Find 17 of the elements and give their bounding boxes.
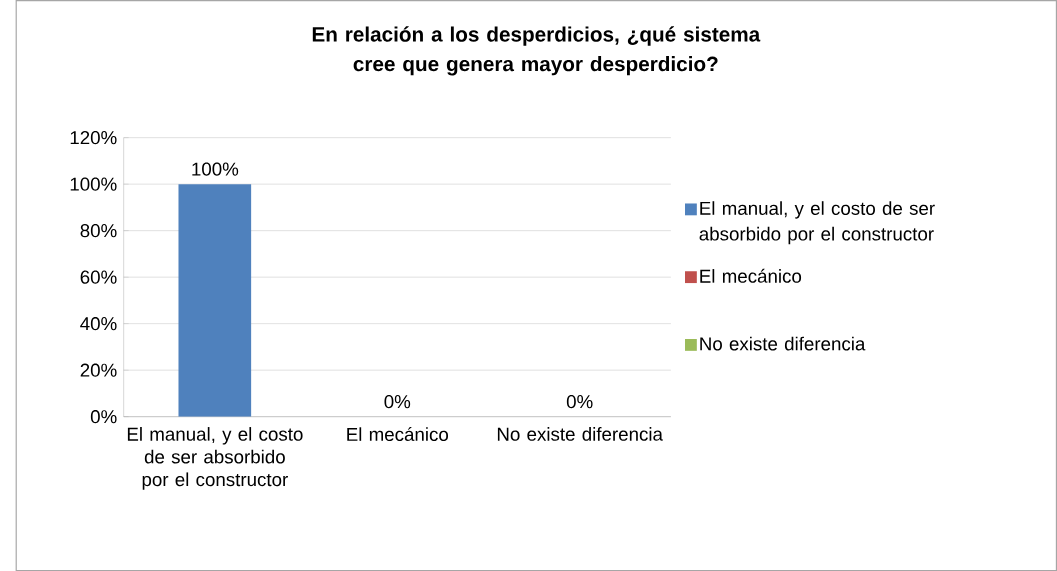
y-tick-label: 20% [80,363,117,377]
y-tick-label: 100% [70,177,117,191]
y-tick-label: 80% [80,223,117,238]
y-tick-label: 60% [80,270,117,284]
legend-label: El mecánico [700,268,802,283]
data-label: 0% [566,394,593,409]
y-tick-label: 0% [90,410,117,424]
y-tick-label: 120% [70,130,117,145]
y-tick-label: 40% [80,317,117,331]
x-tick-label: El mecánico [347,427,449,442]
chart-title: En relación a los desperdicios, ¿qué sistema cree que genera mayor desperdicio? [312,26,761,76]
data-label: 100% [192,162,239,176]
legend-label: No existe diferencia [700,336,866,351]
data-label: 0% [384,394,411,409]
legend-label: El manual, y el costo de ser absorbido por el constructor [699,201,935,245]
x-tick-label: El manual, y el costo de ser absorbido por el constructor [127,427,303,490]
x-tick-label: No existe diferencia [497,427,663,441]
